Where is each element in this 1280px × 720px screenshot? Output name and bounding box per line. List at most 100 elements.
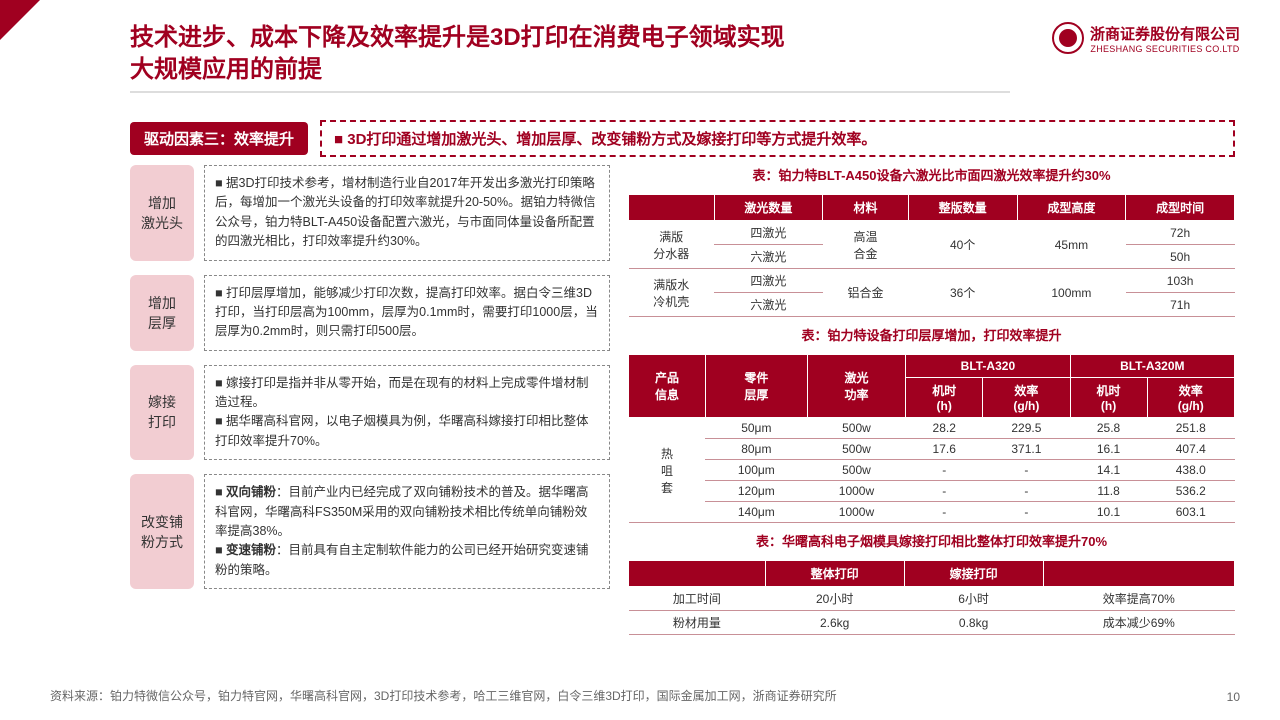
td: 1000w [807, 481, 906, 502]
bullet: 据3D打印技术参考，增材制造行业自2017年开发出多激光打印策略后，每增加一个激… [215, 174, 599, 252]
th: BLT-A320M [1070, 355, 1234, 378]
th: 成型时间 [1126, 195, 1235, 221]
bullet: 打印层厚增加，能够减少打印次数，提高打印效率。据白令三维3D打印，当打印层高为1… [215, 284, 599, 342]
td: 四激光 [714, 221, 823, 245]
td: 603.1 [1147, 502, 1234, 523]
item-label: 改变铺粉方式 [130, 474, 194, 589]
td: - [906, 502, 983, 523]
callout-row: 驱动因素三：效率提升 3D打印通过增加激光头、增加层厚、改变铺粉方式及嫁接打印等… [130, 120, 1235, 157]
td: 45mm [1017, 221, 1126, 269]
td: 效率提高70% [1043, 587, 1234, 611]
td: 100μm [705, 460, 807, 481]
logo-text-cn: 浙商证券股份有限公司 [1090, 23, 1240, 44]
left-column: 增加激光头据3D打印技术参考，增材制造行业自2017年开发出多激光打印策略后，每… [130, 165, 610, 670]
td: 1000w [807, 502, 906, 523]
left-item: 改变铺粉方式双向铺粉：目前产业内已经完成了双向铺粉技术的普及。据华曙高科官网，华… [130, 474, 610, 589]
td: 满版分水器 [629, 221, 715, 269]
logo-text-en: ZHESHANG SECURITIES CO.LTD [1090, 44, 1240, 54]
th: 材料 [823, 195, 909, 221]
td: 407.4 [1147, 439, 1234, 460]
th: 机时(h) [1070, 378, 1147, 418]
table3-caption: 表：华曙高科电子烟模具嫁接打印相比整体打印效率提升70% [628, 531, 1235, 550]
td: 11.8 [1070, 481, 1147, 502]
th [1043, 561, 1234, 587]
source-text: 资料来源：铂力特微信公众号，铂力特官网，华曙高科官网，3D打印技术参考，哈工三维… [50, 687, 837, 704]
th: 成型高度 [1017, 195, 1126, 221]
td: - [906, 481, 983, 502]
td: 17.6 [906, 439, 983, 460]
th: 效率(g/h) [983, 378, 1070, 418]
th: 整体打印 [765, 561, 904, 587]
td: 14.1 [1070, 460, 1147, 481]
td: 100mm [1017, 269, 1126, 317]
td: 71h [1126, 293, 1235, 317]
td: 50μm [705, 418, 807, 439]
td: - [983, 502, 1070, 523]
bullet: 变速铺粉：目前具有自主定制软件能力的公司已经开始研究变速铺粉的策略。 [215, 541, 599, 580]
slide-title: 技术进步、成本下降及效率提升是3D打印在消费电子领域实现 大规模应用的前提 [130, 22, 980, 93]
td: 粉材用量 [629, 611, 766, 635]
td: 加工时间 [629, 587, 766, 611]
th: 激光数量 [714, 195, 823, 221]
td: 50h [1126, 245, 1235, 269]
td: 25.8 [1070, 418, 1147, 439]
td: 28.2 [906, 418, 983, 439]
table2-caption: 表：铂力特设备打印层厚增加，打印效率提升 [628, 325, 1235, 344]
td: 10.1 [1070, 502, 1147, 523]
company-logo: 浙商证券股份有限公司 ZHESHANG SECURITIES CO.LTD [1052, 22, 1240, 54]
td: 500w [807, 460, 906, 481]
td: 120μm [705, 481, 807, 502]
bullet: 据华曙高科官网，以电子烟模具为例，华曙高科嫁接打印相比整体打印效率提升70%。 [215, 412, 599, 451]
right-column: 表：铂力特BLT-A450设备六激光比市面四激光效率提升约30% 激光数量材料整… [628, 165, 1235, 670]
item-label: 增加层厚 [130, 275, 194, 351]
td: 500w [807, 418, 906, 439]
td: 铝合金 [823, 269, 909, 317]
td: 16.1 [1070, 439, 1147, 460]
item-desc: 双向铺粉：目前产业内已经完成了双向铺粉技术的普及。据华曙高科官网，华曙高科FS3… [204, 474, 610, 589]
td: 6小时 [904, 587, 1043, 611]
item-label: 嫁接打印 [130, 365, 194, 461]
th: 效率(g/h) [1147, 378, 1234, 418]
main-content: 增加激光头据3D打印技术参考，增材制造行业自2017年开发出多激光打印策略后，每… [130, 165, 1235, 670]
th: 产品信息 [629, 355, 706, 418]
table3: 整体打印嫁接打印加工时间20小时6小时效率提高70% 粉材用量2.6kg0.8kg… [628, 560, 1235, 635]
th [629, 561, 766, 587]
td: - [906, 460, 983, 481]
left-item: 嫁接打印嫁接打印是指并非从零开始，而是在现有的材料上完成零件增材制造过程。据华曙… [130, 365, 610, 461]
corner-accent [0, 0, 40, 40]
td: 72h [1126, 221, 1235, 245]
title-line1: 技术进步、成本下降及效率提升是3D打印在消费电子领域实现 [130, 24, 785, 51]
td: 536.2 [1147, 481, 1234, 502]
slide-header: 技术进步、成本下降及效率提升是3D打印在消费电子领域实现 大规模应用的前提 浙商… [130, 22, 1240, 93]
td: 四激光 [714, 269, 823, 293]
th: 整版数量 [908, 195, 1017, 221]
td: 20小时 [765, 587, 904, 611]
th: BLT-A320 [906, 355, 1070, 378]
td: 103h [1126, 269, 1235, 293]
th: 机时(h) [906, 378, 983, 418]
td: 0.8kg [904, 611, 1043, 635]
td: 热咀套 [629, 418, 706, 523]
td: 251.8 [1147, 418, 1234, 439]
th: 嫁接打印 [904, 561, 1043, 587]
td: 80μm [705, 439, 807, 460]
td: 500w [807, 439, 906, 460]
callout-text: 3D打印通过增加激光头、增加层厚、改变铺粉方式及嫁接打印等方式提升效率。 [320, 120, 1235, 157]
td: 229.5 [983, 418, 1070, 439]
page-number: 10 [1227, 690, 1240, 704]
td: 438.0 [1147, 460, 1234, 481]
td: 2.6kg [765, 611, 904, 635]
td: 六激光 [714, 245, 823, 269]
td: 成本减少69% [1043, 611, 1234, 635]
td: - [983, 481, 1070, 502]
td: 六激光 [714, 293, 823, 317]
td: 高温合金 [823, 221, 909, 269]
driver-badge: 驱动因素三：效率提升 [130, 122, 308, 155]
item-desc: 据3D打印技术参考，增材制造行业自2017年开发出多激光打印策略后，每增加一个激… [204, 165, 610, 261]
td: - [983, 460, 1070, 481]
td: 40个 [908, 221, 1017, 269]
table1-caption: 表：铂力特BLT-A450设备六激光比市面四激光效率提升约30% [628, 165, 1235, 184]
th [629, 195, 715, 221]
bullet: 双向铺粉：目前产业内已经完成了双向铺粉技术的普及。据华曙高科官网，华曙高科FS3… [215, 483, 599, 541]
item-desc: 嫁接打印是指并非从零开始，而是在现有的材料上完成零件增材制造过程。据华曙高科官网… [204, 365, 610, 461]
